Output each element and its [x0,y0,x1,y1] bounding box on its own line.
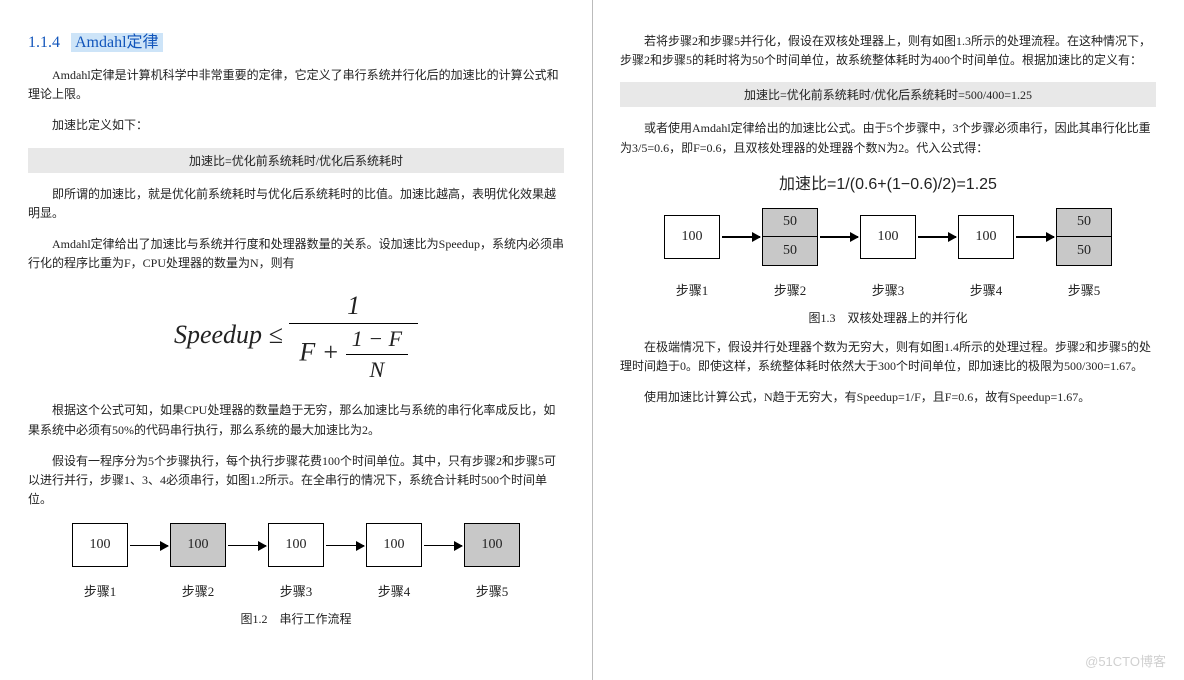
speedup-formula: Speedup ≤ 1 F + 1 − F N [28,291,564,383]
paragraph: Amdahl定律是计算机科学中非常重要的定律，它定义了串行系统并行化后的加速比的… [28,66,564,104]
section-number: 1.1.4 [28,34,60,51]
formula-den-left: F + [299,338,345,367]
arrow-icon [722,236,760,238]
formula-bar: 加速比=优化前系统耗时/优化后系统耗时 [28,148,564,173]
step-box: 100 [464,523,520,567]
paragraph: 在极端情况下，假设并行处理器个数为无穷大，则有如图1.4所示的处理过程。步骤2和… [620,338,1156,376]
split-cell: 50 [1057,237,1111,265]
flow-diagram-parallel: 10050501001005050 [620,208,1156,266]
watermark: @51CTO博客 [1085,651,1166,670]
left-page: 1.1.4 Amdahl定律 Amdahl定律是计算机科学中非常重要的定律，它定… [0,0,592,680]
step-box: 100 [170,523,226,567]
paragraph: 即所谓的加速比，就是优化前系统耗时与优化后系统耗时的比值。加速比越高，表明优化效… [28,185,564,223]
mid-formula: 加速比=1/(0.6+(1−0.6)/2)=1.25 [620,170,1156,194]
section-title: Amdahl定律 [71,33,163,52]
figure-caption: 图1.3 双核处理器上的并行化 [620,309,1156,326]
paragraph: 使用加速比计算公式，N趋于无穷大，有Speedup=1/F，且F=0.6，故有S… [620,388,1156,407]
paragraph: 若将步骤2和步骤5并行化，假设在双核处理器上，则有如图1.3所示的处理流程。在这… [620,32,1156,70]
paragraph: 假设有一程序分为5个步骤执行，每个执行步骤花费100个时间单位。其中，只有步骤2… [28,452,564,510]
step-box: 100 [268,523,324,567]
step-label: 步骤4 [958,280,1014,299]
step-label: 步骤3 [268,581,324,600]
split-step-box: 5050 [1056,208,1112,266]
arrow-icon [228,545,266,547]
step-label: 步骤2 [170,581,226,600]
formula-numerator: 1 [289,291,418,324]
arrow-icon [1016,236,1054,238]
step-label: 步骤2 [762,280,818,299]
formula-lhs: Speedup ≤ [174,320,283,349]
split-cell: 50 [1057,209,1111,237]
step-label: 步骤1 [664,280,720,299]
section-heading: 1.1.4 Amdahl定律 [28,28,564,52]
step-box: 100 [366,523,422,567]
arrow-icon [918,236,956,238]
arrow-icon [424,545,462,547]
flow-diagram-serial: 100 100 100 100 100 [28,523,564,567]
arrow-icon [130,545,168,547]
step-box: 100 [860,215,916,259]
arrow-icon [820,236,858,238]
step-label: 步骤3 [860,280,916,299]
paragraph: 加速比定义如下： [28,116,564,135]
split-cell: 50 [763,209,817,237]
right-page: 若将步骤2和步骤5并行化，假设在双核处理器上，则有如图1.3所示的处理流程。在这… [592,0,1184,680]
step-box: 100 [664,215,720,259]
step-label: 步骤5 [464,581,520,600]
split-step-box: 5050 [762,208,818,266]
figure-caption: 图1.2 串行工作流程 [28,610,564,627]
formula-inner-num: 1 − F [346,326,408,355]
step-label: 步骤1 [72,581,128,600]
formula-bar: 加速比=优化前系统耗时/优化后系统耗时=500/400=1.25 [620,82,1156,107]
step-box: 100 [72,523,128,567]
step-box: 100 [958,215,1014,259]
formula-inner-den: N [346,355,408,383]
split-cell: 50 [763,237,817,265]
arrow-icon [326,545,364,547]
flow-labels: 步骤1 步骤2 步骤3 步骤4 步骤5 [620,280,1156,299]
step-label: 步骤4 [366,581,422,600]
paragraph: 根据这个公式可知，如果CPU处理器的数量趋于无穷，那么加速比与系统的串行化率成反… [28,401,564,439]
paragraph: Amdahl定律给出了加速比与系统并行度和处理器数量的关系。设加速比为Speed… [28,235,564,273]
paragraph: 或者使用Amdahl定律给出的加速比公式。由于5个步骤中，3个步骤必须串行，因此… [620,119,1156,157]
flow-labels: 步骤1 步骤2 步骤3 步骤4 步骤5 [28,581,564,600]
step-label: 步骤5 [1056,280,1112,299]
